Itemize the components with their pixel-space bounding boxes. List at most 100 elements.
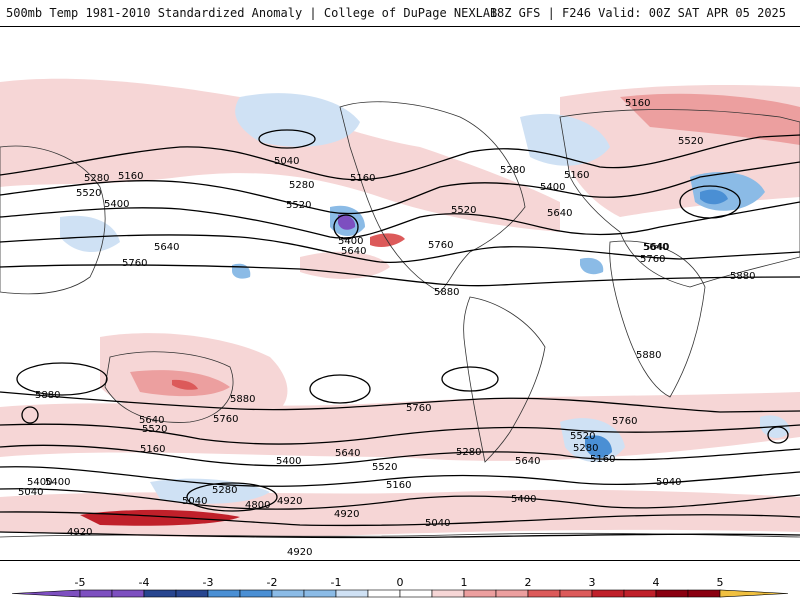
- contour-label: 5160: [590, 454, 615, 465]
- colorbar-segment: [367, 589, 401, 598]
- colorbar-segment: [399, 589, 433, 598]
- anomaly-warm-region: [172, 379, 198, 390]
- contour-label: 5520: [286, 200, 311, 211]
- height-contour: [0, 466, 800, 487]
- colorbar-tick-labels: -5 -4 -3 -2 -1 0 1 2 3 4 5: [75, 576, 724, 589]
- colorbar-segment: [559, 589, 593, 598]
- contour-label: 5880: [434, 287, 459, 298]
- contour-label: 4920: [334, 509, 359, 520]
- contour-label: 4920: [287, 547, 312, 558]
- contour-label: 5760: [122, 258, 147, 269]
- colorbar-segment: [143, 589, 177, 598]
- contour-label: 5160: [625, 98, 650, 109]
- contour-label: 5280: [289, 180, 314, 191]
- height-contour: [0, 161, 800, 215]
- colorbar-tick: -3: [203, 576, 214, 589]
- contour-label: 5520: [76, 188, 101, 199]
- anomaly-warm-region: [300, 251, 390, 279]
- colorbar-tick: 2: [525, 576, 532, 589]
- contour-label: 5640: [643, 242, 668, 253]
- contour-label: 5400: [45, 477, 70, 488]
- anomaly-warm-region: [370, 233, 405, 247]
- coastline-eurasia: [559, 109, 800, 288]
- contour-label: 4920: [67, 527, 92, 538]
- contour-label: 5160: [140, 444, 165, 455]
- contour-label: 5760: [406, 403, 431, 414]
- contour-label: 5760: [640, 254, 665, 265]
- colorbar-segment: [207, 589, 241, 598]
- height-contour: [0, 264, 800, 287]
- anomaly-map: 5160 5520 5040 5280 5160 5280 5160 5400 …: [0, 26, 800, 561]
- colorbar-segment: [687, 589, 721, 598]
- contour-label: 5640: [139, 415, 164, 426]
- closed-contour: [16, 362, 108, 396]
- colorbar-segment: [463, 589, 497, 598]
- height-contour: [0, 391, 800, 413]
- contour-label: 5880: [636, 350, 661, 361]
- closed-contour: [333, 214, 359, 240]
- height-contour: [0, 201, 800, 239]
- coastline-africa: [609, 240, 706, 398]
- contour-label: 5760: [213, 414, 238, 425]
- contour-label: 5400: [276, 456, 301, 467]
- colorbar-under-triangle: [11, 589, 81, 598]
- closed-contour: [258, 129, 316, 149]
- closed-contour: [21, 406, 39, 424]
- contour-label: 5400: [511, 494, 536, 505]
- colorbar-tick: 5: [717, 576, 724, 589]
- colorbar-segment: [239, 589, 273, 598]
- contour-label: 5640: [515, 456, 540, 467]
- contour-label: 5160: [386, 480, 411, 491]
- colorbar-over-triangle: [719, 589, 789, 598]
- colorbar-tick: -2: [267, 576, 278, 589]
- contour-label: 5640: [335, 448, 360, 459]
- colorbar-tick: -1: [331, 576, 342, 589]
- contour-label: 4800: [245, 500, 270, 511]
- height-contour-layer: [0, 129, 800, 539]
- coastline-australia: [104, 351, 234, 423]
- anomaly-warm-region: [620, 93, 800, 145]
- colorbar-segment: [303, 589, 337, 598]
- height-contour: [0, 488, 800, 510]
- anomaly-warm-region: [0, 78, 560, 232]
- contour-label: 5880: [230, 394, 255, 405]
- height-contour: [0, 423, 800, 445]
- contour-label: 5160: [564, 170, 589, 181]
- contour-label: 5280: [84, 173, 109, 184]
- colorbar-tick: 3: [589, 576, 596, 589]
- colorbar-segment: [527, 589, 561, 598]
- contour-label: 5040: [425, 518, 450, 529]
- contour-label: 5280: [212, 485, 237, 496]
- colorbar-segments: [11, 589, 789, 598]
- colorbar-segment: [175, 589, 209, 598]
- height-contour: [0, 531, 800, 539]
- contour-label: 5640: [644, 242, 669, 253]
- closed-contour: [309, 374, 371, 404]
- contour-label: 5280: [500, 165, 525, 176]
- contour-label: 5400: [104, 199, 129, 210]
- anomaly-cold-region: [585, 435, 612, 459]
- colorbar: -5 -4 -3 -2 -1 0 1 2 3 4 5: [11, 576, 789, 598]
- colorbar-segment: [431, 589, 465, 598]
- contour-label: 5400: [338, 236, 363, 247]
- contour-label: 5520: [142, 424, 167, 435]
- contour-label: 5160: [350, 173, 375, 184]
- anomaly-cold-region: [338, 214, 356, 230]
- contour-label: 5520: [451, 205, 476, 216]
- contour-label: 5640: [547, 208, 572, 219]
- contour-label: 5640: [154, 242, 179, 253]
- colorbar-segment: [335, 589, 369, 598]
- contour-label: 5520: [372, 462, 397, 473]
- contour-label: 5040: [18, 487, 43, 498]
- colorbar-segment: [111, 589, 145, 598]
- height-contour: [0, 234, 800, 264]
- contour-label: 4920: [277, 496, 302, 507]
- map-title: 500mb Temp 1981-2010 Standardized Anomal…: [6, 6, 498, 20]
- closed-contour: [441, 366, 499, 392]
- anomaly-cold-region: [700, 189, 728, 205]
- contour-label: 5400: [540, 182, 565, 193]
- colorbar-tick: 1: [461, 576, 468, 589]
- contour-label: 5280: [456, 447, 481, 458]
- contour-label: 5040: [182, 496, 207, 507]
- colorbar-segment: [79, 589, 113, 598]
